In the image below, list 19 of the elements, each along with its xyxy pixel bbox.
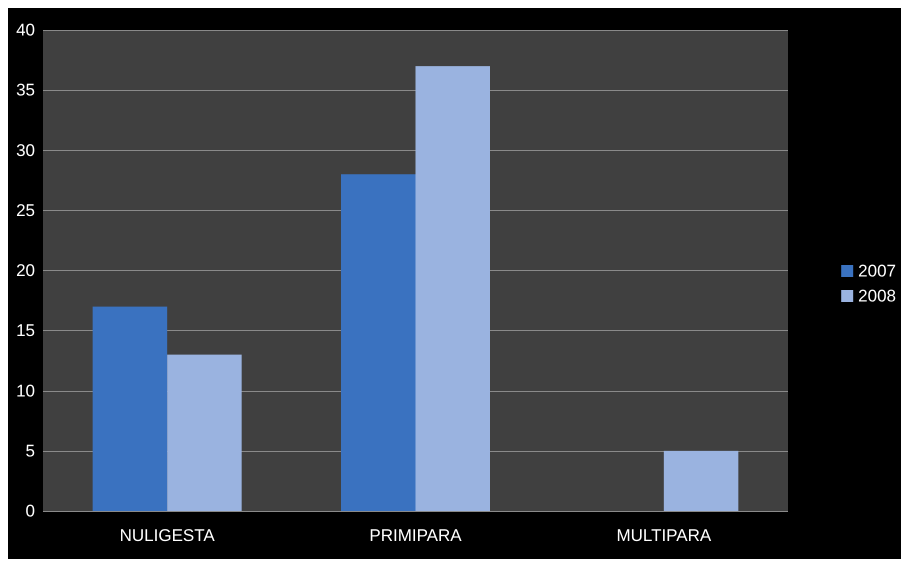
y-tick-label: 5 bbox=[26, 441, 35, 460]
bar bbox=[341, 174, 416, 511]
x-tick-label: MULTIPARA bbox=[616, 526, 712, 545]
bar bbox=[664, 450, 738, 511]
y-tick-label: 40 bbox=[16, 20, 35, 40]
y-tick-label: 20 bbox=[16, 261, 35, 280]
y-tick-label: 15 bbox=[16, 321, 35, 340]
bar bbox=[416, 66, 490, 511]
y-tick-label: 10 bbox=[16, 381, 35, 400]
x-tick-label: PRIMIPARA bbox=[369, 526, 462, 545]
bar bbox=[92, 306, 168, 511]
bar bbox=[167, 354, 242, 511]
y-tick-label: 0 bbox=[26, 502, 35, 520]
y-tick-label: 25 bbox=[16, 200, 35, 220]
y-tick-label: 35 bbox=[16, 80, 35, 100]
legend-label: 2007 bbox=[858, 262, 896, 280]
legend-label: 2008 bbox=[858, 286, 896, 306]
y-tick-label: 30 bbox=[16, 140, 35, 160]
x-tick-label: NULIGESTA bbox=[120, 526, 216, 545]
